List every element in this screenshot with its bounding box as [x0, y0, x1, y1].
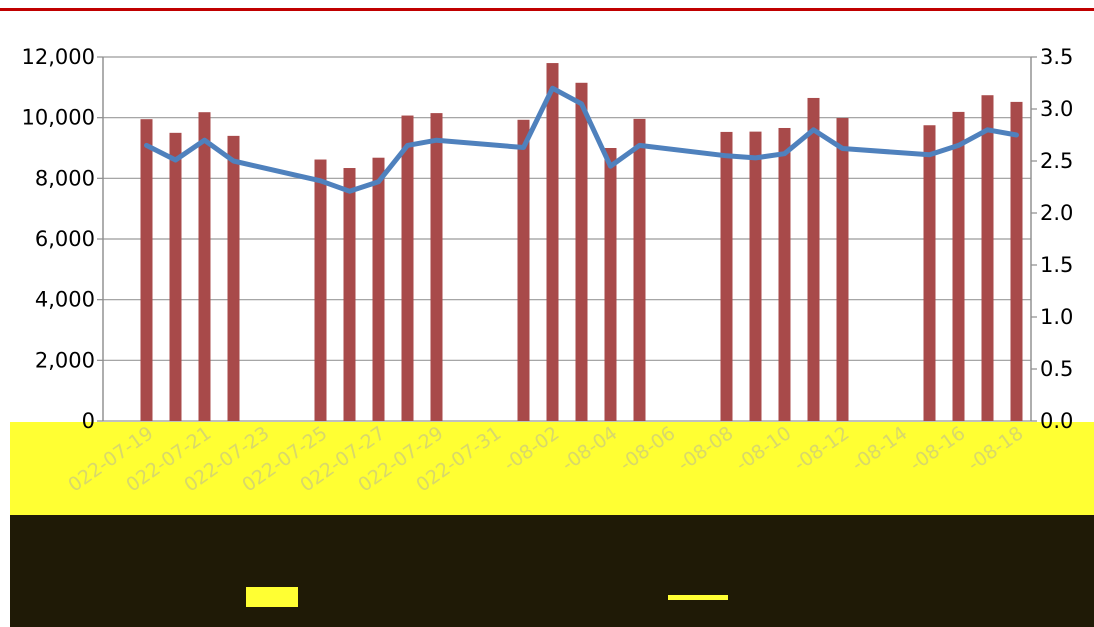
bar — [778, 127, 791, 421]
gridlines — [103, 56, 1031, 422]
x-axis-labels: 022-07-19022-07-21022-07-23022-07-25022-… — [64, 422, 1027, 496]
line-series — [144, 85, 1019, 194]
y-tick-label-right: 1.5 — [1040, 253, 1073, 277]
bar — [517, 119, 530, 421]
x-tick-label: -08-06 — [616, 422, 679, 476]
y-axis-right-labels: 0.0 0.5 1.0 1.5 2.0 2.5 3.0 3.5 — [1040, 45, 1073, 433]
bar — [169, 132, 182, 422]
y-tick-label-right: 3.5 — [1040, 45, 1073, 69]
bar — [720, 131, 733, 421]
y-tick-label-left: 0 — [82, 409, 95, 433]
legend-item-bar — [246, 580, 306, 614]
legend — [0, 580, 1094, 614]
bar — [372, 157, 385, 421]
y-tick-label-left: 4,000 — [35, 288, 95, 312]
legend-swatch-line — [668, 594, 728, 600]
bar — [749, 131, 762, 421]
y-tick-label-left: 10,000 — [22, 106, 95, 130]
x-tick-label: -08-14 — [848, 422, 911, 476]
y-tick-label-right: 2.0 — [1040, 201, 1073, 225]
series-line — [144, 85, 1019, 194]
y-tick-label-right: 0.0 — [1040, 409, 1073, 433]
top-rule — [0, 8, 1094, 11]
x-tick-label: -08-16 — [906, 422, 969, 476]
y-tick-label-right: 1.0 — [1040, 305, 1073, 329]
bar — [836, 117, 849, 421]
x-tick-label: -08-08 — [674, 422, 737, 476]
y-tick-label-right: 0.5 — [1040, 357, 1073, 381]
x-tick-label: -08-12 — [790, 422, 853, 476]
bar-series — [140, 63, 1023, 422]
bar — [604, 148, 617, 421]
bar — [430, 113, 443, 421]
axes — [97, 56, 1037, 422]
y-tick-label-left: 12,000 — [22, 45, 95, 69]
bar — [633, 118, 646, 421]
y-tick-label-right: 3.0 — [1040, 97, 1073, 121]
y-tick-label-right: 2.5 — [1040, 149, 1073, 173]
bar — [546, 63, 559, 422]
x-tick-label: -08-04 — [558, 422, 621, 476]
bar — [575, 82, 588, 422]
redaction-band-dark — [10, 515, 1094, 627]
bar — [952, 111, 965, 422]
bar — [1010, 101, 1023, 421]
bar — [343, 168, 356, 421]
bar — [227, 135, 240, 421]
y-axis-left-labels: 0 2,000 4,000 6,000 8,000 10,000 12,000 — [22, 45, 95, 433]
bar — [981, 95, 994, 421]
x-tick-label: -08-10 — [732, 422, 795, 476]
y-tick-label-left: 2,000 — [35, 348, 95, 372]
bar — [198, 112, 211, 421]
redaction-band-yellow — [10, 422, 1094, 515]
legend-swatch-bar — [246, 587, 298, 607]
bar — [314, 159, 327, 421]
bar — [807, 97, 820, 421]
bar — [140, 119, 153, 421]
x-tick-label: -08-18 — [964, 422, 1027, 476]
bar — [923, 125, 936, 421]
y-tick-label-left: 8,000 — [35, 166, 95, 190]
bar — [401, 115, 414, 421]
legend-item-line — [668, 580, 736, 614]
y-tick-label-left: 6,000 — [35, 227, 95, 251]
x-tick-label: -08-02 — [500, 422, 563, 476]
